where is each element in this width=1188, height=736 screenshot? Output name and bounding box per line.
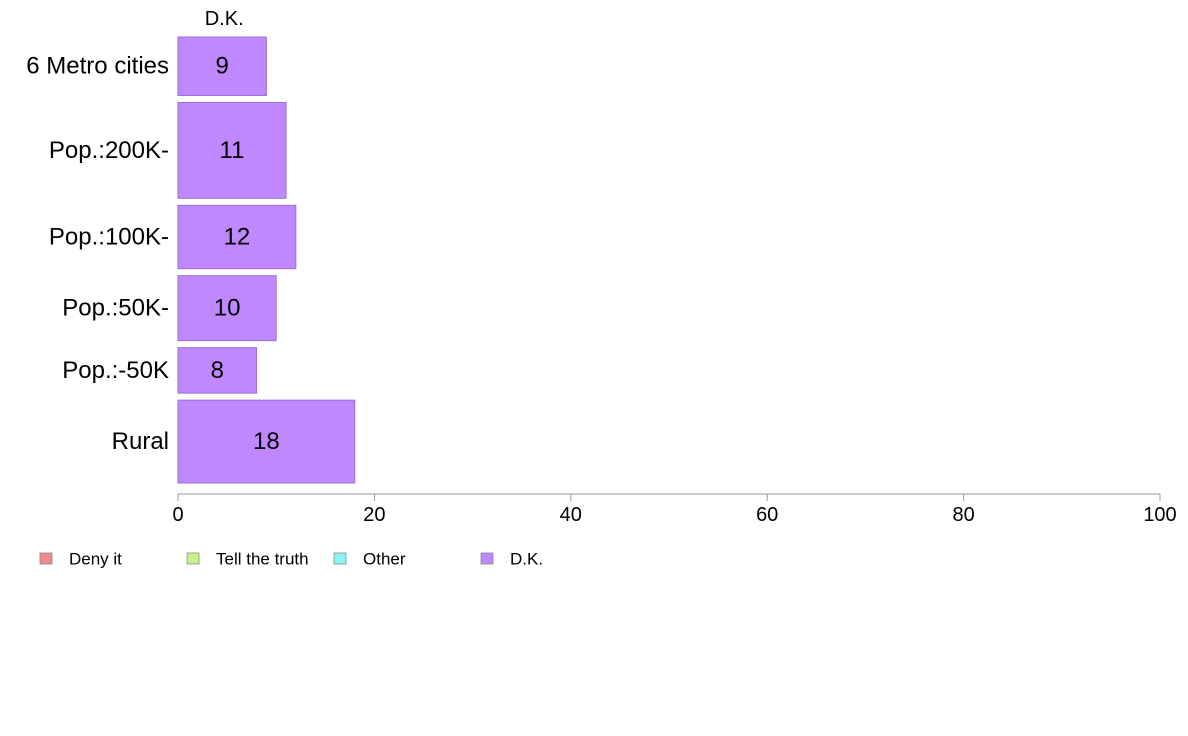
- bar: [177, 204, 297, 270]
- category-labels: 6 Metro cities Pop.:200K- Pop.:100K- Pop.:5…: [26, 53, 169, 455]
- x-tick-label: 60: [756, 504, 778, 526]
- legend-swatch: [186, 552, 200, 565]
- category-label: Pop.:50K-: [62, 295, 169, 322]
- legend-label: D.K.: [510, 550, 543, 569]
- value-label: 8: [211, 357, 224, 384]
- value-label: 18: [253, 428, 280, 455]
- legend-swatch: [39, 552, 53, 565]
- x-tick-label: 0: [172, 504, 183, 526]
- x-tick-label: 100: [1143, 504, 1176, 526]
- bar: [177, 36, 267, 96]
- bar: [177, 347, 258, 394]
- series-title: D.K.: [205, 8, 244, 30]
- category-label: Pop.:100K-: [49, 224, 169, 251]
- legend-label: Other: [363, 550, 406, 569]
- legend-label: Deny it: [69, 550, 122, 569]
- legend: Deny it Tell the truth Other D.K.: [39, 550, 543, 569]
- x-tick-label: 20: [363, 504, 385, 526]
- legend-swatch: [333, 552, 347, 565]
- legend-label: Tell the truth: [216, 550, 309, 569]
- x-axis: 0 20 40 60 80 100: [172, 493, 1177, 526]
- category-label: Rural: [112, 428, 169, 455]
- value-label: 10: [214, 295, 241, 322]
- category-label: 6 Metro cities: [26, 53, 169, 80]
- x-tick-label: 80: [952, 504, 974, 526]
- bars-group: [177, 36, 356, 484]
- bar: [177, 275, 277, 342]
- value-labels: 9 11 12 10 8 18: [211, 53, 280, 455]
- value-label: 12: [224, 224, 251, 251]
- bar: [177, 399, 356, 484]
- category-label: Pop.:200K-: [49, 137, 169, 164]
- category-label: Pop.:-50K: [62, 357, 169, 384]
- bar: [177, 101, 287, 199]
- legend-swatch: [480, 552, 494, 565]
- x-tick-label: 40: [560, 504, 582, 526]
- value-label: 11: [220, 137, 245, 164]
- value-label: 9: [216, 53, 229, 80]
